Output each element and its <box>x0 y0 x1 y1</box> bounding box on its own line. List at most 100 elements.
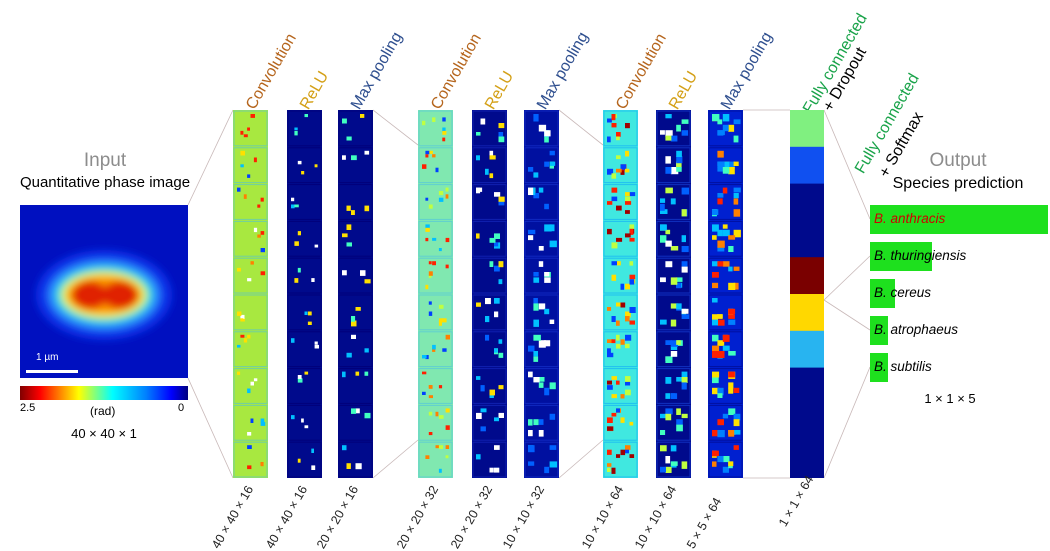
activation-spot <box>681 308 689 314</box>
feature-map-tile <box>524 184 559 220</box>
feature-map-tile <box>603 294 638 331</box>
activation-spot <box>498 261 504 268</box>
activation-spot <box>432 344 436 350</box>
activation-spot <box>346 242 352 247</box>
feature-map-tile <box>287 404 322 441</box>
feature-map-tile <box>233 368 268 404</box>
activation-spot <box>670 319 677 327</box>
activation-spot <box>733 387 740 393</box>
activation-spot <box>533 277 540 283</box>
activation-spot <box>445 334 450 340</box>
activation-spot <box>425 150 430 155</box>
activation-spot <box>314 344 319 349</box>
activation-spot <box>611 394 617 399</box>
activation-spot <box>294 241 299 246</box>
fc1-unit-segment <box>790 294 824 332</box>
activation-spot <box>544 340 551 347</box>
activation-spot <box>629 307 636 313</box>
activation-spot <box>425 154 429 158</box>
activation-spot <box>549 240 557 248</box>
activation-spot <box>364 371 369 376</box>
activation-spot <box>733 193 739 199</box>
activation-spot <box>665 393 671 399</box>
activation-spot <box>355 371 360 376</box>
activation-spot <box>533 334 541 341</box>
activation-spot <box>733 282 739 290</box>
activation-spot <box>544 387 550 396</box>
fc1-unit-segment <box>790 110 824 148</box>
activation-spot <box>712 235 717 240</box>
activation-spot <box>364 150 370 155</box>
activation-spot <box>544 203 549 210</box>
feature-map-tile <box>472 257 507 294</box>
activation-spot <box>728 314 735 319</box>
activation-spot <box>660 203 665 211</box>
activation-spot <box>722 167 730 174</box>
activation-spot <box>544 161 549 167</box>
feature-map-tile <box>338 368 373 404</box>
activation-spot <box>625 210 630 214</box>
activation-spot <box>489 394 494 398</box>
feature-map-tile <box>656 184 691 220</box>
feature-map-tile <box>524 331 559 368</box>
activation-spot <box>307 321 312 325</box>
activation-spot <box>294 278 299 283</box>
feature-map-tile <box>338 294 373 331</box>
activation-spot <box>728 235 736 240</box>
feature-map-tile <box>708 184 743 220</box>
activation-spot <box>620 302 626 308</box>
activation-spot <box>728 124 735 132</box>
activation-spot <box>616 343 621 349</box>
feature-map-tile <box>524 441 559 478</box>
activation-spot <box>733 119 741 125</box>
feature-map-tile <box>656 368 691 404</box>
feature-map-tile <box>472 294 507 331</box>
feature-map-tile <box>708 147 743 184</box>
activation-spot <box>717 456 724 463</box>
activation-spot <box>607 307 612 311</box>
activation-spot <box>676 340 681 345</box>
activation-spot <box>476 454 481 460</box>
feature-map-tile <box>656 331 691 368</box>
activation-spot <box>717 351 725 358</box>
activation-spot <box>549 161 556 166</box>
activation-spot <box>712 282 719 289</box>
activation-spot <box>346 224 352 230</box>
feature-map-tile <box>233 294 268 331</box>
activation-spot <box>733 198 739 205</box>
feature-map-tile <box>287 441 322 478</box>
activation-spot <box>422 355 427 359</box>
feature-map-tile <box>708 368 743 404</box>
activation-spot <box>660 430 666 435</box>
activation-spot <box>422 371 427 375</box>
activation-spot <box>250 261 254 265</box>
activation-spot <box>620 449 626 456</box>
activation-spot <box>435 445 440 449</box>
activation-spot <box>712 224 719 232</box>
activation-spot <box>432 261 436 266</box>
output-dims: 1 × 1 × 5 <box>924 391 976 406</box>
activation-spot <box>549 461 558 468</box>
activation-spot <box>247 445 252 449</box>
activation-spot <box>665 135 672 141</box>
activation-spot <box>355 307 361 311</box>
activation-spot <box>549 445 557 450</box>
activation-spot <box>442 318 447 323</box>
activation-spot <box>438 191 444 196</box>
activation-spot <box>364 348 369 353</box>
activation-spot <box>728 387 734 394</box>
activation-spot <box>304 425 309 429</box>
activation-spot <box>425 227 430 232</box>
feature-map-tile <box>472 220 507 257</box>
feature-map-tile <box>656 147 691 184</box>
activation-spot <box>620 168 625 175</box>
activation-spot <box>728 408 736 415</box>
activation-spot <box>422 164 427 169</box>
species-name-label: B. cereus <box>874 285 932 300</box>
activation-spot <box>733 430 741 435</box>
activation-spot <box>432 117 436 122</box>
activation-spot <box>498 136 505 143</box>
feature-map-tile <box>233 441 268 478</box>
activation-spot <box>442 117 446 122</box>
activation-spot <box>445 425 450 430</box>
